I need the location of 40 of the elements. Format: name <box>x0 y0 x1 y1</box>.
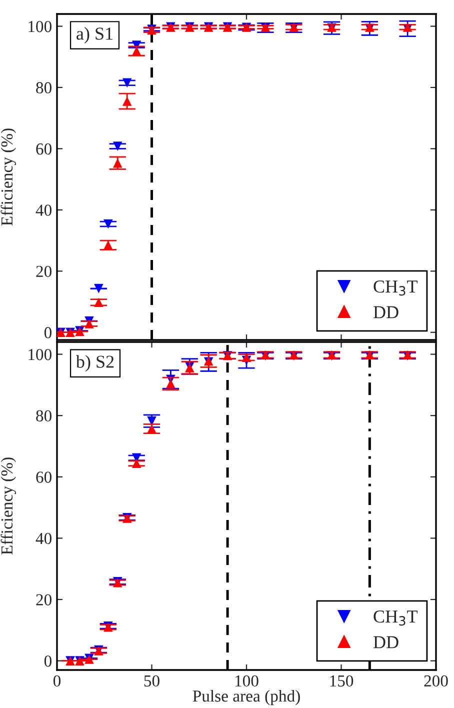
annotation: b) S2 <box>76 355 114 372</box>
y-tick-label: 0 <box>44 327 52 338</box>
y-tick-label: 60 <box>36 143 52 155</box>
x-tick-label: 100 <box>235 675 258 687</box>
y-axis-title: Efficiency (%) <box>0 458 16 555</box>
point <box>122 96 132 106</box>
y-tick-label: 0 <box>44 656 52 667</box>
legend-label: CH$_{3}$T <box>374 280 418 296</box>
y-tick-label: 60 <box>36 472 52 483</box>
x-axis-title: Pulse area (phd) <box>192 690 300 706</box>
y-tick-label: 40 <box>36 204 52 216</box>
point <box>84 319 94 328</box>
x-tick-label: 50 <box>144 675 160 687</box>
point <box>147 424 156 434</box>
y-tick-label: 100 <box>28 348 52 360</box>
point <box>132 458 142 468</box>
y-tick-label: 80 <box>36 82 52 94</box>
x-tick-label: 150 <box>330 675 354 687</box>
point <box>242 352 252 362</box>
y-axis-title: Efficiency (%) <box>0 128 16 226</box>
x-tick-label: 0 <box>53 675 61 687</box>
legend-label: DD <box>374 636 398 648</box>
y-tick-label: 20 <box>36 594 52 606</box>
point <box>104 219 113 229</box>
legend-label: DD <box>374 306 398 318</box>
point <box>132 46 142 56</box>
point <box>122 78 132 88</box>
y-tick-label: 100 <box>28 20 52 32</box>
y-tick-label: 80 <box>36 410 52 422</box>
legend-label: CH$_{3}$T <box>374 610 418 626</box>
point <box>112 142 122 151</box>
x-tick-label: 200 <box>424 675 448 687</box>
annotation: a) S1 <box>76 27 112 44</box>
point <box>166 379 176 388</box>
point <box>112 158 122 168</box>
y-tick-label: 20 <box>36 266 52 278</box>
y-tick-label: 40 <box>36 532 52 544</box>
point <box>94 298 104 308</box>
point <box>104 240 113 250</box>
point <box>94 284 104 294</box>
